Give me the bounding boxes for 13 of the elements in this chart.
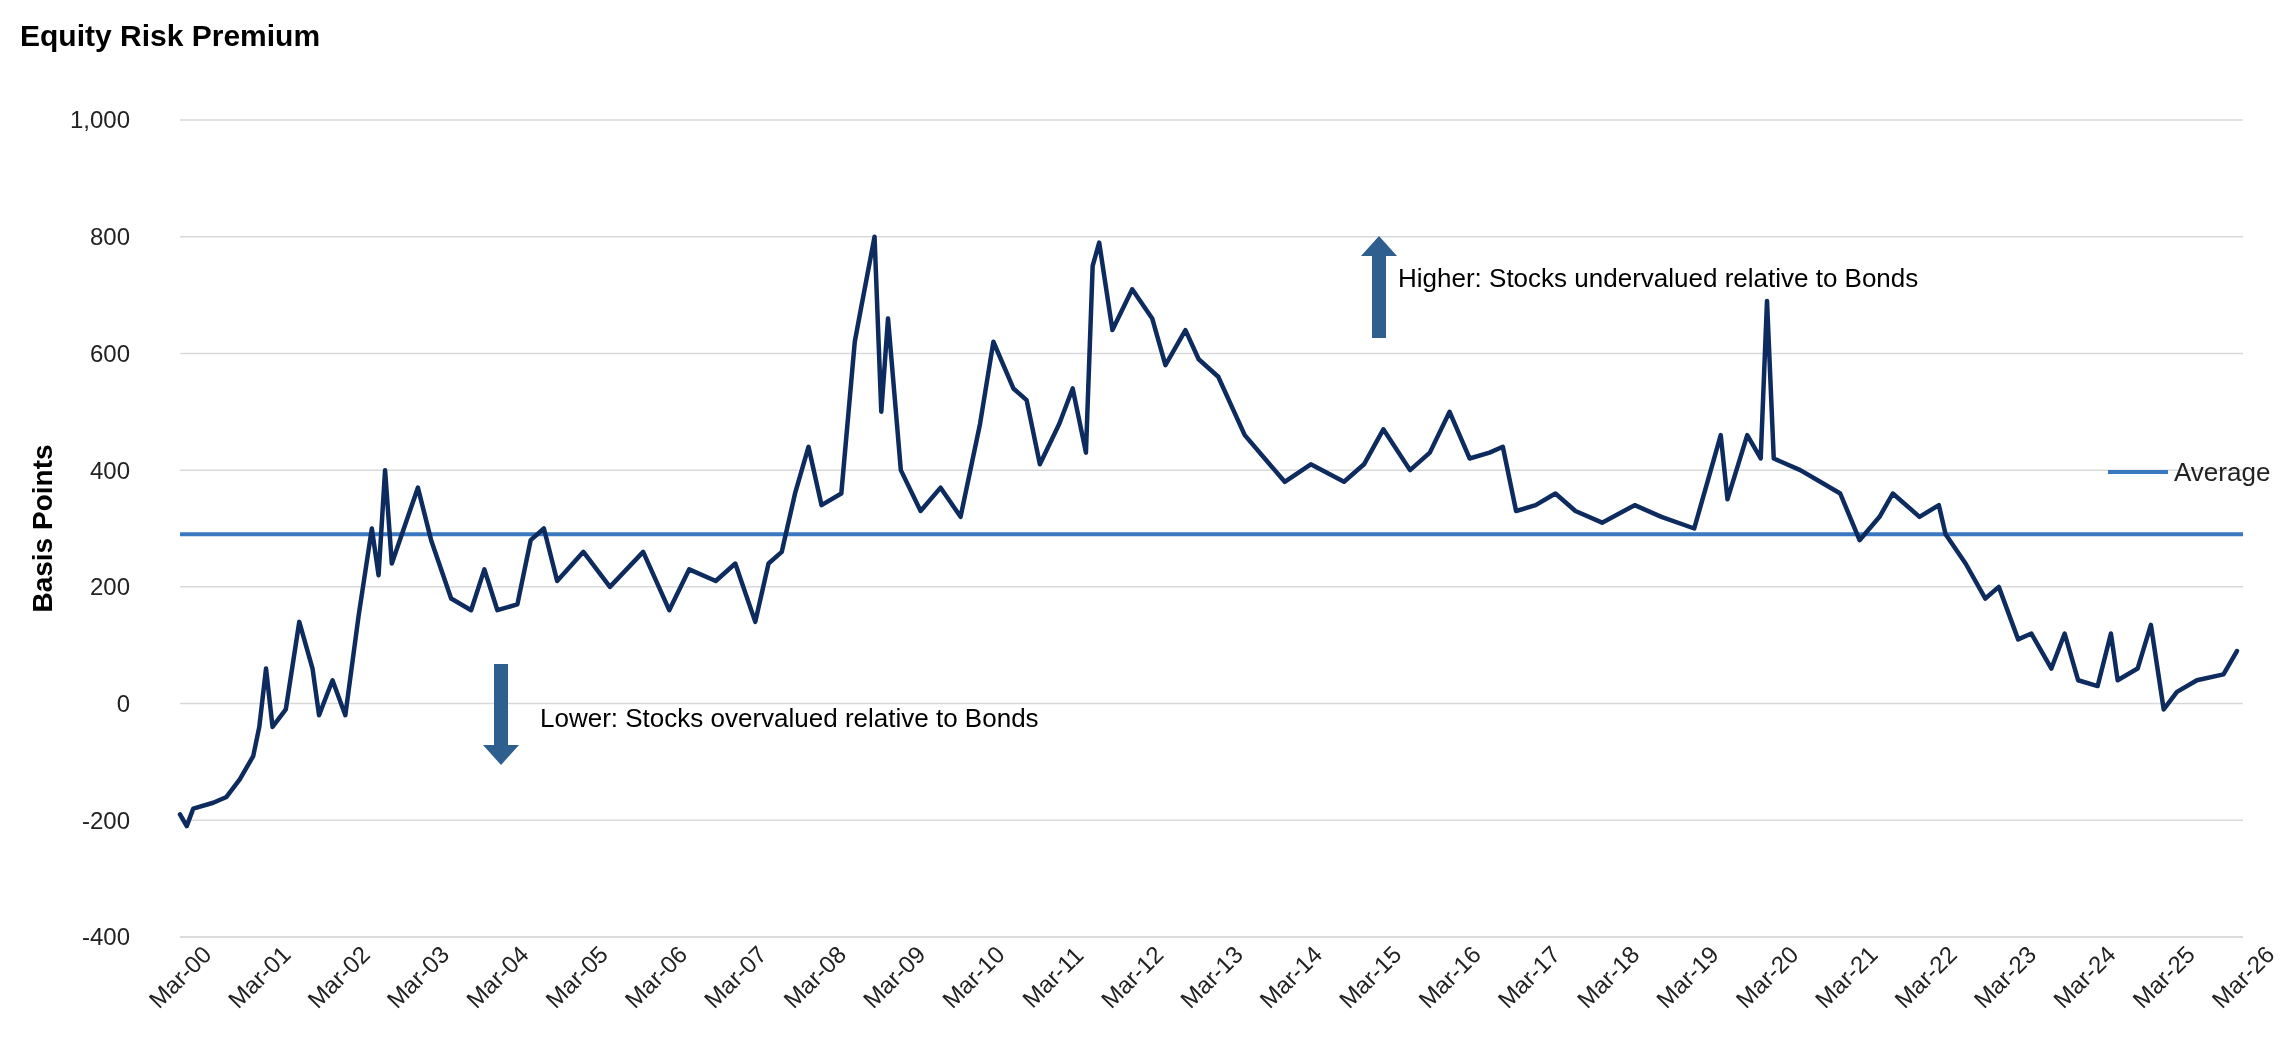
annotation: Higher: Stocks undervalued relative to Bonds [1398, 263, 1919, 294]
y-tick-label: -400 [81, 923, 130, 951]
chart-title: Equity Risk Premium [20, 19, 321, 52]
y-tick-label: 1,000 [69, 106, 130, 134]
y-tick-label: 0 [116, 689, 130, 717]
y-tick-label: -200 [81, 806, 130, 834]
y-tick-label: 800 [89, 223, 130, 251]
y-tick-label: 400 [89, 456, 130, 484]
annotation: Lower: Stocks overvalued relative to Bonds [540, 703, 1039, 734]
y-tick-label: 200 [89, 573, 130, 601]
legend-label: Average [2174, 457, 2271, 488]
y-axis-title: Basis Points [27, 444, 58, 613]
y-tick-label: 600 [89, 339, 130, 367]
